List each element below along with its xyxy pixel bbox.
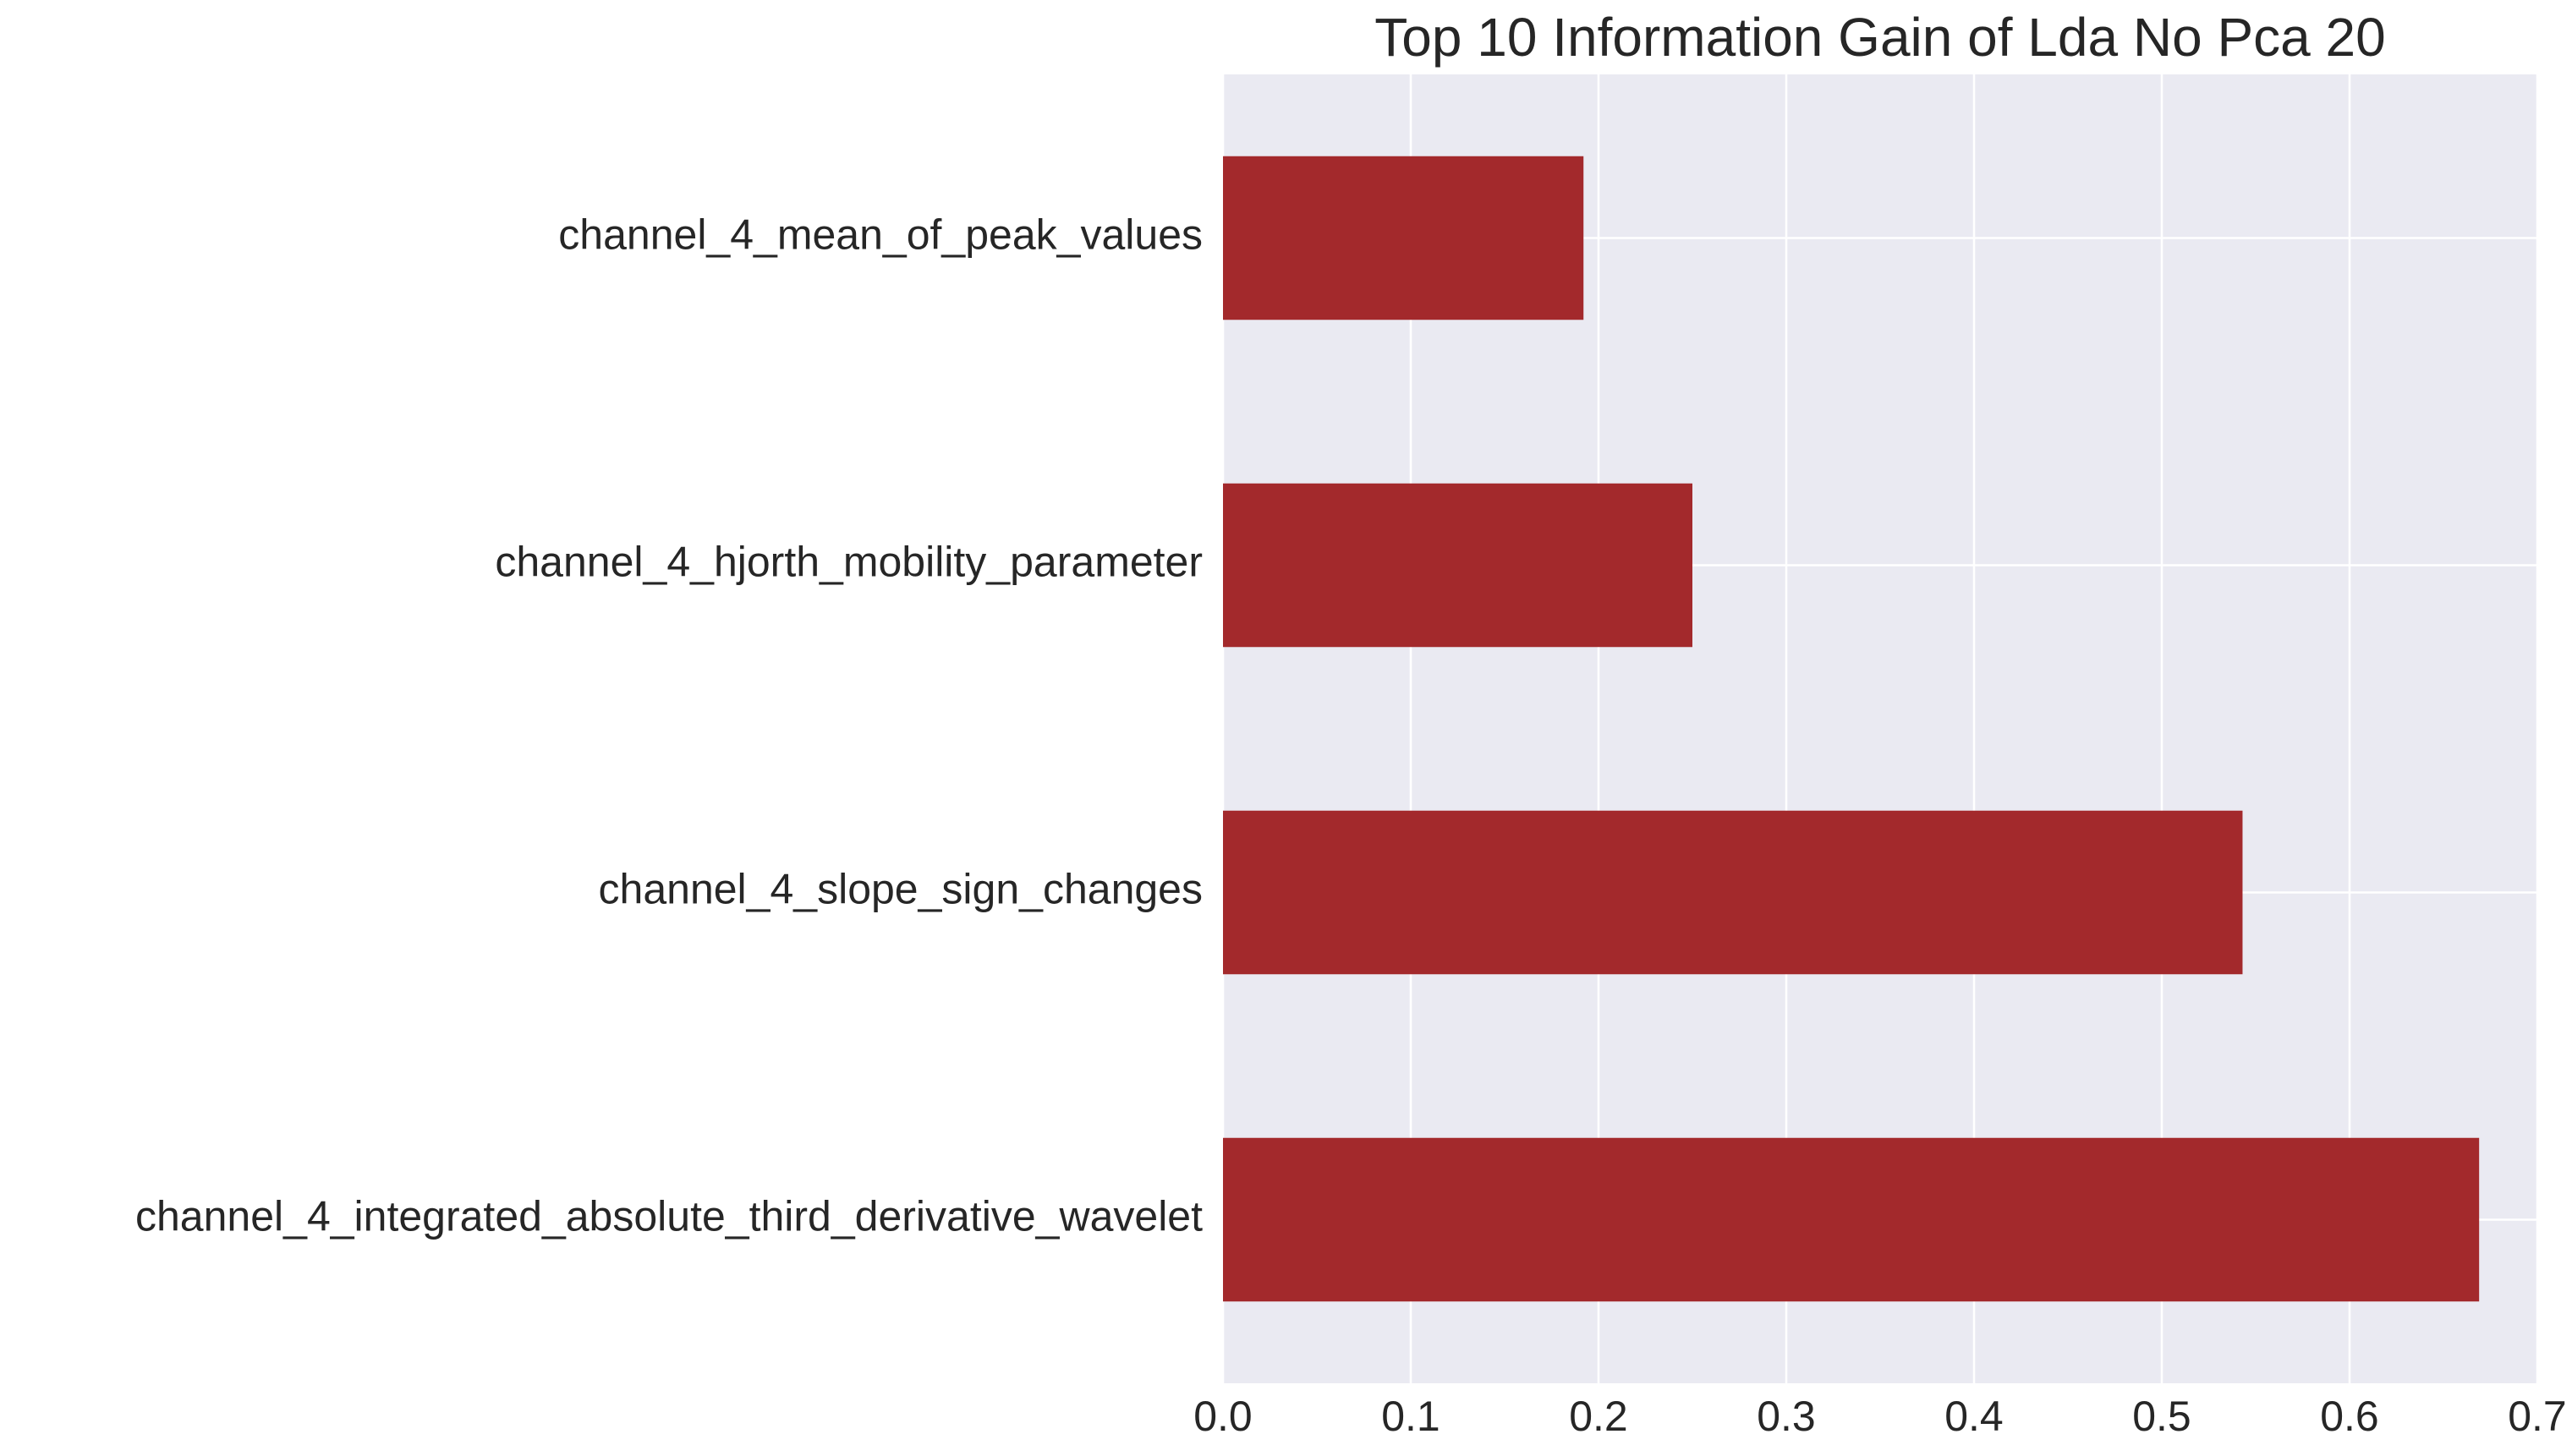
x-tick-label: 0.1 bbox=[1381, 1393, 1440, 1440]
bars bbox=[1223, 156, 2480, 1302]
bar-channel_4_hjorth_mobility_parameter bbox=[1223, 483, 1692, 648]
x-tick-label: 0.5 bbox=[2132, 1393, 2191, 1440]
chart-title: Top 10 Information Gain of Lda No Pca 20 bbox=[1374, 7, 2385, 68]
x-tick-label: 0.7 bbox=[2508, 1393, 2567, 1440]
x-tick-label: 0.6 bbox=[2320, 1393, 2379, 1440]
bar-channel_4_slope_sign_changes bbox=[1223, 810, 2243, 975]
x-tick-label: 0.3 bbox=[1757, 1393, 1816, 1440]
category-labels: channel_4_mean_of_peak_values channel_4_h… bbox=[135, 211, 1203, 1240]
category-label: channel_4_slope_sign_changes bbox=[599, 866, 1203, 913]
bar-channel_4_integrated_absolute_third_derivative_wavelet bbox=[1223, 1137, 2480, 1302]
x-tick-labels: 0.0 0.1 0.2 0.3 0.4 0.5 0.6 0.7 bbox=[1193, 1393, 2567, 1440]
category-label: channel_4_mean_of_peak_values bbox=[558, 211, 1203, 259]
category-label: channel_4_integrated_absolute_third_deri… bbox=[135, 1193, 1203, 1240]
bar-channel_4_mean_of_peak_values bbox=[1223, 156, 1584, 320]
x-tick-label: 0.0 bbox=[1193, 1393, 1253, 1440]
x-tick-label: 0.2 bbox=[1569, 1393, 1628, 1440]
x-tick-label: 0.4 bbox=[1944, 1393, 2004, 1440]
category-label: channel_4_hjorth_mobility_parameter bbox=[495, 539, 1203, 586]
